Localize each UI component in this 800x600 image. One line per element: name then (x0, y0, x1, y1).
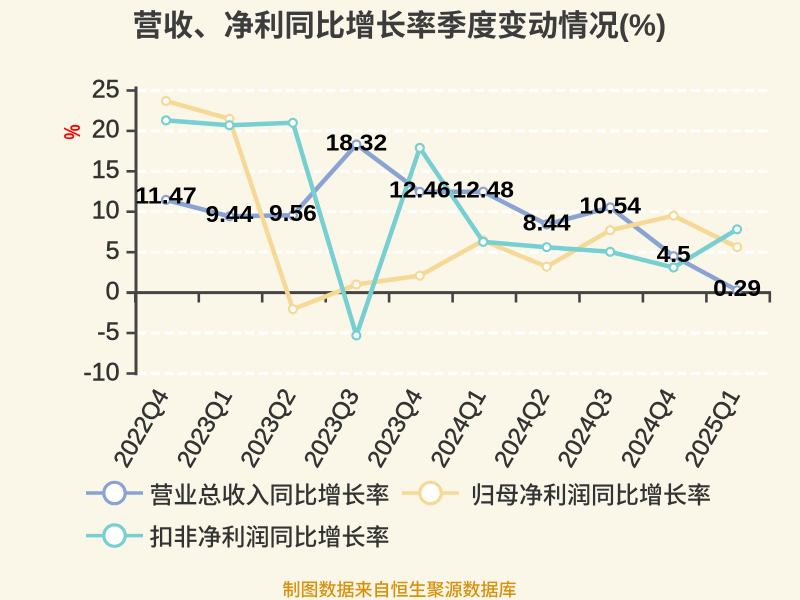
svg-text:11.47: 11.47 (135, 182, 197, 208)
svg-text:-5: -5 (97, 318, 119, 346)
svg-text:18.32: 18.32 (326, 129, 388, 155)
svg-text:8.44: 8.44 (523, 209, 571, 235)
svg-text:10: 10 (92, 197, 120, 225)
svg-text:%: % (59, 125, 84, 140)
svg-text:0.29: 0.29 (713, 275, 761, 301)
svg-text:9.56: 9.56 (269, 200, 317, 226)
svg-text:12.46: 12.46 (389, 177, 451, 203)
svg-text:10.54: 10.54 (579, 192, 641, 218)
svg-text:0: 0 (106, 277, 120, 305)
svg-text:5: 5 (106, 237, 120, 265)
svg-text:-10: -10 (83, 358, 119, 386)
svg-text:4.5: 4.5 (657, 241, 691, 267)
svg-text:20: 20 (92, 116, 120, 144)
svg-text:15: 15 (92, 156, 120, 184)
svg-text:(%): (%) (619, 9, 666, 43)
svg-text:25: 25 (92, 75, 120, 103)
svg-text:9.44: 9.44 (206, 201, 254, 227)
svg-text:12.48: 12.48 (452, 177, 514, 203)
